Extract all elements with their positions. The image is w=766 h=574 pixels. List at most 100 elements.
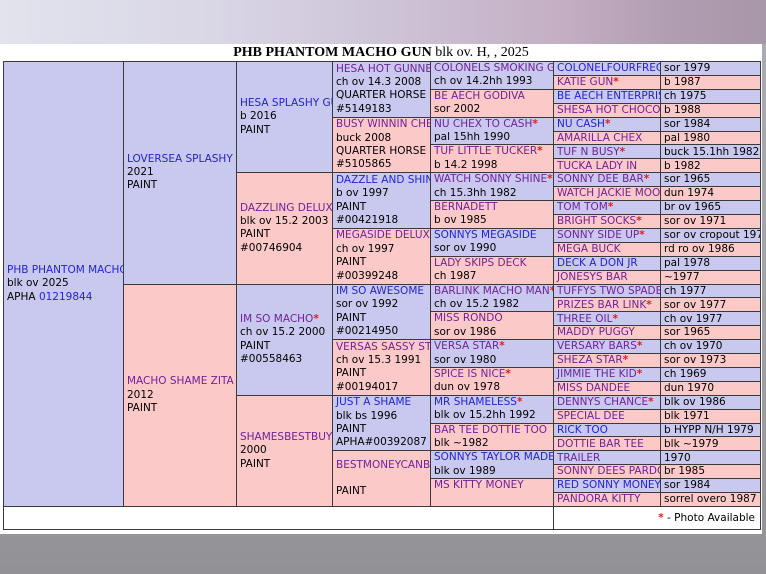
horse-year-cell: ch 1977 (660, 283, 761, 299)
horse-link[interactable]: TUCKA LADY IN (557, 159, 638, 172)
horse-detail: blk bs 1996 (336, 409, 398, 422)
horse-link[interactable]: MADDY PUGGY (557, 326, 635, 339)
horse-link[interactable]: DAZZLE AND SHINE (336, 173, 431, 186)
horse-detail: sor ov 1986 (434, 325, 497, 338)
horse-link[interactable]: MS KITTY MONEY (434, 479, 524, 492)
horse-link[interactable]: COLONELS SMOKING GUN (434, 62, 553, 74)
pedigree-cell: BERNADETT b ov 1985 (430, 200, 554, 229)
pedigree-cell: MISS RONDO sor ov 1986 (430, 311, 554, 341)
horse-link[interactable]: TUF N BUSY (557, 145, 620, 158)
pedigree-cell-dam: MACHO SHAME ZITA 2012 PAINT (123, 283, 237, 507)
horse-link[interactable]: LADY SKIPS DECK (434, 256, 527, 269)
horse-detail: ch ov 15.2 2000 (240, 326, 326, 339)
horse-link[interactable]: MEGASIDE DELUXE (336, 229, 431, 242)
pedigree-cell: TUF LITTLE TUCKER* b 14.2 1998 (430, 144, 554, 174)
horse-link[interactable]: DAZZLING DELUXE (240, 201, 333, 214)
horse-year-cell: sor 1984 (660, 116, 761, 132)
pedigree-cell: SHESA HOT CHOCOLATE (553, 102, 661, 118)
horse-link[interactable]: SONNYS MEGASIDE (434, 228, 537, 241)
horse-link[interactable]: SONNY DEE BAR (557, 173, 644, 186)
pedigree-cell: AMARILLA CHEX (553, 130, 661, 146)
horse-link[interactable]: COLONELFOURFRECKLE (557, 62, 660, 75)
horse-link[interactable]: WATCH JACKIE MOORE (557, 187, 661, 200)
horse-link[interactable]: PANDORA KITTY (557, 493, 641, 506)
horse-link[interactable]: MISS DANDEE (557, 382, 631, 395)
horse-link[interactable]: SPECIAL DEE (557, 409, 625, 422)
horse-detail: PAINT (240, 339, 271, 352)
horse-detail (336, 472, 429, 485)
horse-link[interactable]: SONNY DEES PARDON (557, 465, 660, 478)
horse-year-cell: ch 1975 (660, 88, 761, 104)
horse-link[interactable]: AMARILLA CHEX (557, 131, 643, 144)
horse-link[interactable]: MACHO SHAME ZITA (127, 375, 234, 388)
horse-link[interactable]: TRAILER (557, 451, 601, 464)
horse-link[interactable]: SONNY SIDE UP (557, 229, 640, 242)
photo-star: * (532, 117, 538, 130)
horse-year-cell: sor ov 1973 (660, 353, 761, 368)
horse-link[interactable]: SPICE IS NICE (434, 367, 506, 380)
horse-link[interactable]: LOVERSEA SPLASHY GUN (127, 152, 236, 165)
horse-link[interactable]: SHESA HOT CHOCOLATE (557, 103, 661, 116)
horse-link[interactable]: SHAMESBESTBUY (240, 430, 333, 443)
horse-link[interactable]: RICK TOO (557, 423, 608, 436)
horse-link[interactable]: VERSAS SASSY STAR (336, 340, 431, 353)
horse-detail: QUARTER HORSE (336, 89, 427, 102)
horse-link[interactable]: BUSY WINNIN CHEX (336, 118, 431, 131)
horse-year-cell: sor ov cropout 1974 (660, 227, 761, 243)
horse-year-cell: dun 1974 (660, 186, 761, 202)
horse-link[interactable]: TUF LITTLE TUCKER (434, 145, 538, 158)
horse-link[interactable]: BAR TEE DOTTIE TOO (434, 423, 548, 436)
horse-link[interactable]: BE AECH ENTERPRISE (557, 90, 661, 103)
horse-link[interactable]: DOTTIE BAR TEE (557, 437, 644, 450)
pedigree-cell: DENNYS CHANCE* (553, 394, 661, 410)
horse-link[interactable]: VERSA STAR (434, 340, 500, 353)
horse-link[interactable]: JONESYS BAR (557, 270, 628, 283)
horse-link[interactable]: WATCH SONNY SHINE (434, 173, 548, 186)
horse-link[interactable]: IM SO MACHO (240, 312, 314, 325)
horse-detail: #5105865 (336, 158, 392, 171)
horse-link[interactable]: SHEZA STAR (557, 354, 623, 367)
pedigree-cell: TOM TOM* (553, 200, 661, 215)
horse-detail: #00214950 (336, 325, 399, 338)
photo-star: * (550, 285, 553, 297)
horse-link[interactable]: NU CASH (557, 117, 605, 130)
horse-link[interactable]: TUFFYS TWO SPADES (557, 284, 661, 297)
horse-link[interactable]: RED SONNY MONEY (557, 479, 661, 492)
pedigree-cell: MISS DANDEE (553, 380, 661, 396)
horse-link[interactable]: IM SO AWESOME (336, 285, 425, 297)
photo-star: * (613, 76, 619, 89)
pedigree-cell: TUFFYS TWO SPADES * (553, 283, 661, 299)
horse-link[interactable]: TOM TOM (557, 201, 608, 214)
horse-link[interactable]: KATIE GUN (557, 76, 614, 89)
registration-link[interactable]: 01219844 (38, 290, 93, 303)
horse-link[interactable]: DECK A DON JR (557, 256, 638, 269)
pedigree-cell: JIMMIE THE KID* (553, 366, 661, 382)
horse-link[interactable]: BERNADETT (434, 201, 498, 214)
horse-detail: pal 15hh 1990 (434, 131, 511, 144)
horse-link[interactable]: MR SHAMELESS (434, 395, 517, 408)
horse-year-cell: sorrel overo 1987 (660, 492, 761, 507)
pedigree-cell: NU CASH* (553, 116, 661, 132)
horse-link[interactable]: THREE OIL (557, 312, 613, 325)
horse-link[interactable]: MEGA BUCK (557, 242, 621, 255)
horse-link[interactable]: PHB PHANTOM MACHO GUN (7, 263, 123, 276)
horse-link[interactable]: NU CHEX TO CASH (434, 117, 533, 130)
horse-link[interactable]: SONNYS TAYLOR MADE (434, 451, 554, 464)
horse-detail: 2012 (127, 388, 154, 401)
pedigree-cell: TUCKA LADY IN (553, 158, 661, 174)
horse-link[interactable]: HESA HOT GUNNER (336, 62, 431, 75)
horse-link[interactable]: JIMMIE THE KID (557, 368, 637, 381)
pedigree-cell: BAR TEE DOTTIE TOO blk ~1982 (430, 422, 554, 452)
horse-link[interactable]: BARLINK MACHO MAN (434, 284, 550, 297)
horse-link[interactable]: DENNYS CHANCE (557, 395, 649, 408)
horse-link[interactable]: HESA SPLASHY GUN (240, 97, 332, 110)
horse-link[interactable]: BRIGHT SOCKS (557, 215, 637, 228)
horse-year-cell: sor 1984 (660, 478, 761, 494)
horse-link[interactable]: BE AECH GODIVA (434, 89, 525, 102)
horse-link[interactable]: VERSARY BARS (557, 340, 637, 353)
horse-link[interactable]: MISS RONDO (434, 312, 503, 325)
registry-label: APHA (7, 290, 39, 303)
horse-link[interactable]: PRIZES BAR LINK (557, 298, 647, 311)
horse-link[interactable]: BESTMONEYCANBUY (336, 458, 431, 471)
horse-link[interactable]: JUST A SHAME (336, 396, 412, 409)
